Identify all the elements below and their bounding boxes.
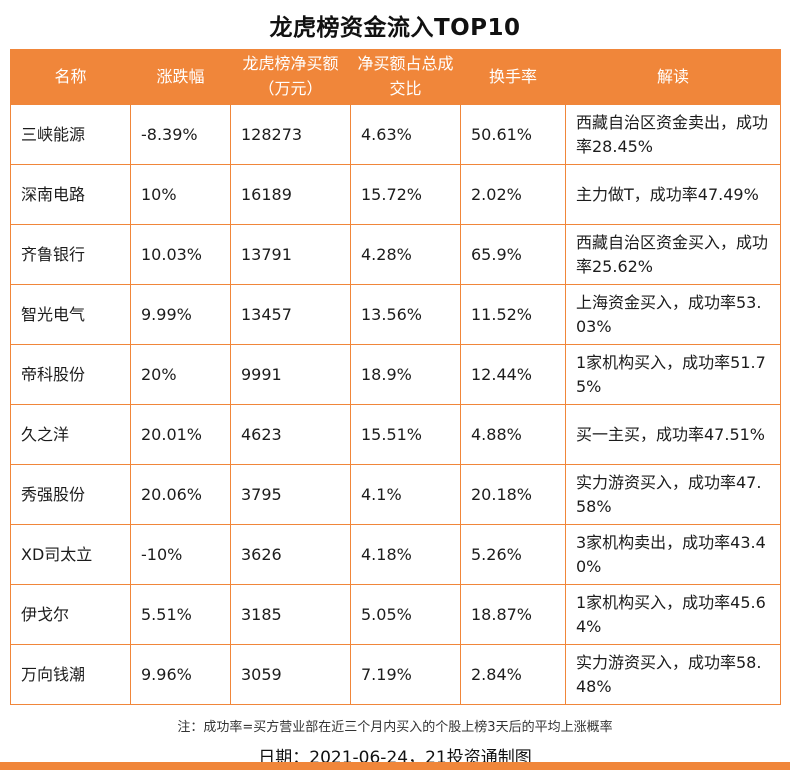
table-cell-net-buy-ratio: 4.1%: [350, 464, 461, 525]
table-cell-turnover: 4.88%: [460, 404, 566, 465]
table-cell-interpretation: 3家机构卖出，成功率43.40%: [565, 524, 781, 585]
table-cell-interpretation: 实力游资买入，成功率58.48%: [565, 644, 781, 705]
table-cell-net-buy-ratio: 15.72%: [350, 164, 461, 225]
table-header: 名称 涨跌幅 龙虎榜净买额（万元） 净买额占总成交比 换手率 解读: [10, 49, 781, 105]
table-cell-name: 齐鲁银行: [10, 224, 131, 285]
table-cell-name: 三峡能源: [10, 104, 131, 165]
table-cell-net-buy: 128273: [230, 104, 351, 165]
table-cell-change: 20.06%: [130, 464, 231, 525]
table-cell-change: -10%: [130, 524, 231, 585]
top10-table: 名称 涨跌幅 龙虎榜净买额（万元） 净买额占总成交比 换手率 解读 三峡能源 -8…: [10, 49, 781, 705]
column-header-interpretation: 解读: [565, 49, 781, 105]
table-cell-name: 万向钱潮: [10, 644, 131, 705]
column-header-net-buy: 龙虎榜净买额（万元）: [230, 49, 351, 105]
table-row: 久之洋 20.01% 4623 15.51% 4.88% 买一主买，成功率47.51%: [10, 404, 781, 465]
table-row: 秀强股份 20.06% 3795 4.1% 20.18% 实力游资买入，成功率47.58%: [10, 464, 781, 525]
table-cell-change: 10%: [130, 164, 231, 225]
table-cell-name: 帝科股份: [10, 344, 131, 405]
table-cell-turnover: 50.61%: [460, 104, 566, 165]
table-cell-turnover: 20.18%: [460, 464, 566, 525]
table-cell-name: 久之洋: [10, 404, 131, 465]
table-cell-net-buy-ratio: 5.05%: [350, 584, 461, 645]
table-row: 伊戈尔 5.51% 3185 5.05% 18.87% 1家机构买入，成功率45.64%: [10, 584, 781, 645]
table-cell-name: 秀强股份: [10, 464, 131, 525]
table-cell-net-buy: 16189: [230, 164, 351, 225]
table-cell-turnover: 11.52%: [460, 284, 566, 345]
table-cell-name: XD司太立: [10, 524, 131, 585]
table-row: XD司太立 -10% 3626 4.18% 5.26% 3家机构卖出，成功率43.40%: [10, 524, 781, 585]
table-cell-interpretation: 实力游资买入，成功率47.58%: [565, 464, 781, 525]
table-cell-turnover: 65.9%: [460, 224, 566, 285]
column-header-name: 名称: [10, 49, 131, 105]
table-cell-turnover: 5.26%: [460, 524, 566, 585]
column-header-turnover: 换手率: [460, 49, 566, 105]
table-cell-change: 9.96%: [130, 644, 231, 705]
table-cell-net-buy-ratio: 7.19%: [350, 644, 461, 705]
table-cell-change: 5.51%: [130, 584, 231, 645]
table-cell-name: 智光电气: [10, 284, 131, 345]
table-cell-net-buy: 4623: [230, 404, 351, 465]
table-cell-change: 10.03%: [130, 224, 231, 285]
table-cell-net-buy: 13457: [230, 284, 351, 345]
column-header-change: 涨跌幅: [130, 49, 231, 105]
table-cell-interpretation: 1家机构买入，成功率45.64%: [565, 584, 781, 645]
table-cell-interpretation: 西藏自治区资金买入，成功率25.62%: [565, 224, 781, 285]
table-cell-net-buy-ratio: 13.56%: [350, 284, 461, 345]
table-body: 三峡能源 -8.39% 128273 4.63% 50.61% 西藏自治区资金卖出，成功率…: [10, 104, 781, 705]
table-cell-turnover: 2.84%: [460, 644, 566, 705]
table-row: 深南电路 10% 16189 15.72% 2.02% 主力做T，成功率47.49%: [10, 164, 781, 225]
table-cell-name: 深南电路: [10, 164, 131, 225]
table-cell-net-buy-ratio: 15.51%: [350, 404, 461, 465]
table-cell-interpretation: 上海资金买入，成功率53.03%: [565, 284, 781, 345]
table-cell-net-buy: 3626: [230, 524, 351, 585]
table-cell-interpretation: 主力做T，成功率47.49%: [565, 164, 781, 225]
table-row: 帝科股份 20% 9991 18.9% 12.44% 1家机构买入，成功率51.75%: [10, 344, 781, 405]
table-row: 万向钱潮 9.96% 3059 7.19% 2.84% 实力游资买入，成功率58.48%: [10, 644, 781, 705]
bottom-accent-bar: [0, 762, 790, 770]
footnote: 注：成功率=买方营业部在近三个月内买入的个股上榜3天后的平均上涨概率: [177, 720, 613, 735]
table-row: 齐鲁银行 10.03% 13791 4.28% 65.9% 西藏自治区资金买入，成功率25…: [10, 224, 781, 285]
table-cell-net-buy-ratio: 4.18%: [350, 524, 461, 585]
table-header-row: 名称 涨跌幅 龙虎榜净买额（万元） 净买额占总成交比 换手率 解读: [10, 49, 781, 105]
table-cell-change: -8.39%: [130, 104, 231, 165]
table-cell-turnover: 18.87%: [460, 584, 566, 645]
table-cell-change: 20%: [130, 344, 231, 405]
table-row: 智光电气 9.99% 13457 13.56% 11.52% 上海资金买入，成功率53.0…: [10, 284, 781, 345]
table-cell-interpretation: 买一主买，成功率47.51%: [565, 404, 781, 465]
table-cell-net-buy-ratio: 18.9%: [350, 344, 461, 405]
table-cell-net-buy: 3185: [230, 584, 351, 645]
page-title: 龙虎榜资金流入TOP10: [269, 15, 521, 41]
table-cell-turnover: 12.44%: [460, 344, 566, 405]
table-cell-turnover: 2.02%: [460, 164, 566, 225]
table-cell-net-buy-ratio: 4.28%: [350, 224, 461, 285]
column-header-net-buy-ratio: 净买额占总成交比: [350, 49, 461, 105]
table-cell-change: 20.01%: [130, 404, 231, 465]
table-cell-interpretation: 1家机构买入，成功率51.75%: [565, 344, 781, 405]
table-cell-name: 伊戈尔: [10, 584, 131, 645]
table-cell-net-buy: 9991: [230, 344, 351, 405]
table-cell-interpretation: 西藏自治区资金卖出，成功率28.45%: [565, 104, 781, 165]
table-cell-net-buy-ratio: 4.63%: [350, 104, 461, 165]
table-cell-net-buy: 3059: [230, 644, 351, 705]
table-cell-net-buy: 3795: [230, 464, 351, 525]
table-cell-change: 9.99%: [130, 284, 231, 345]
table-cell-net-buy: 13791: [230, 224, 351, 285]
table-row: 三峡能源 -8.39% 128273 4.63% 50.61% 西藏自治区资金卖出，成功率…: [10, 104, 781, 165]
